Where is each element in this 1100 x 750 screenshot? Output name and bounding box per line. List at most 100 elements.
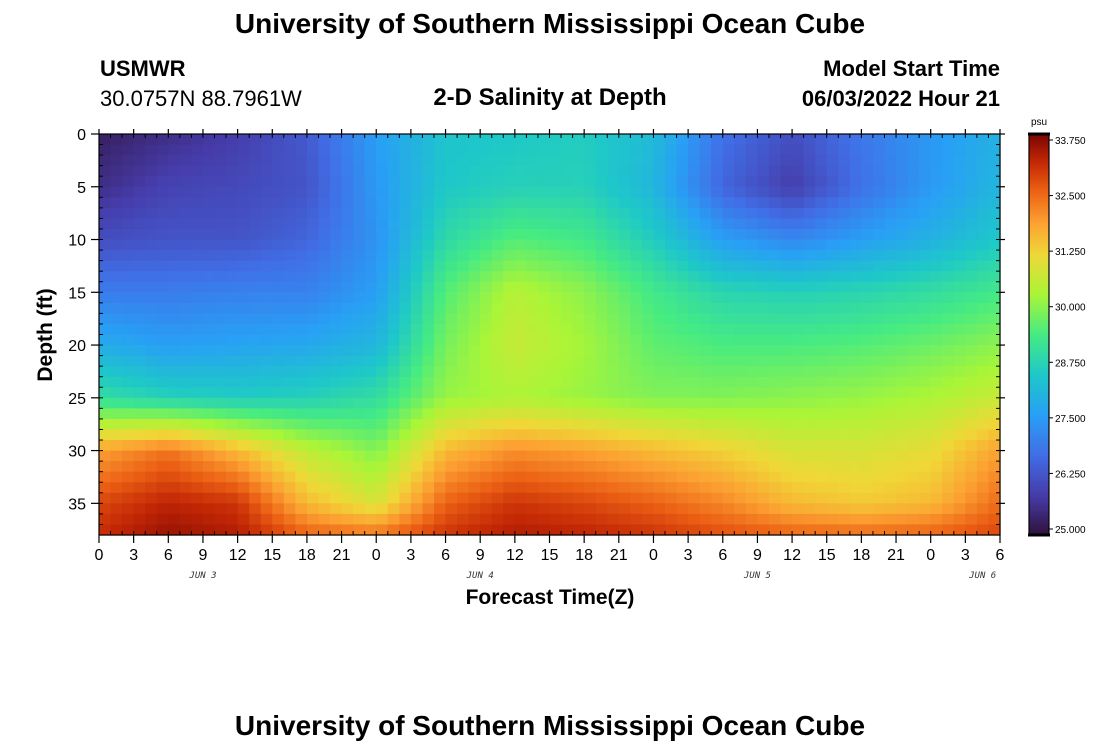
heatmap-cell <box>526 397 539 409</box>
heatmap-cell <box>792 155 805 167</box>
heatmap-cell <box>491 281 504 293</box>
heatmap-cell <box>122 207 135 220</box>
heatmap-cell <box>445 207 458 220</box>
heatmap-cell <box>260 408 273 420</box>
heatmap-cell <box>399 260 412 272</box>
heatmap-cell <box>872 313 886 325</box>
heatmap-cell <box>226 355 239 367</box>
heatmap-cell <box>433 250 447 262</box>
heatmap-cell <box>283 450 296 462</box>
heatmap-cell <box>156 482 169 494</box>
heatmap-cell <box>260 397 273 409</box>
heatmap-cell <box>306 492 320 504</box>
heatmap-cell <box>676 292 689 304</box>
heatmap-cell <box>595 302 608 314</box>
heatmap-cell <box>156 429 169 441</box>
heatmap-cell <box>618 355 631 367</box>
colorbar-segment <box>1029 377 1049 381</box>
heatmap-cell <box>745 524 759 536</box>
heatmap-cell <box>122 165 135 177</box>
heatmap-cell <box>942 302 955 314</box>
colorbar-segment <box>1029 199 1049 203</box>
heatmap-cell <box>896 165 909 177</box>
heatmap-cell <box>133 197 146 209</box>
heatmap-cell <box>607 186 620 198</box>
colorbar-segment <box>1029 477 1049 481</box>
heatmap-cell <box>618 334 631 346</box>
colorbar-segment <box>1029 186 1049 190</box>
heatmap-cell <box>768 271 782 283</box>
heatmap-cell <box>872 513 886 526</box>
heatmap-cell <box>688 471 701 483</box>
heatmap-cell <box>237 376 250 388</box>
heatmap-cell <box>572 313 585 325</box>
heatmap-cell <box>792 239 805 251</box>
heatmap-cell <box>688 197 701 209</box>
heatmap-cell <box>191 218 204 230</box>
heatmap-cell <box>99 440 112 452</box>
heatmap-cell <box>341 524 354 536</box>
heatmap-cell <box>179 260 193 272</box>
heatmap-cell <box>410 397 424 409</box>
heatmap-cell <box>688 292 701 304</box>
heatmap-cell <box>653 513 666 526</box>
heatmap-cell <box>688 239 701 251</box>
heatmap-cell <box>653 524 666 536</box>
heatmap-cell <box>156 503 169 515</box>
heatmap-cell <box>676 503 689 515</box>
heatmap-cell <box>607 250 620 262</box>
heatmap-cell <box>630 197 643 209</box>
heatmap-cell <box>734 144 747 156</box>
heatmap-cell <box>792 197 805 209</box>
heatmap-cell <box>306 345 320 357</box>
heatmap-cell <box>399 376 412 388</box>
heatmap-cell <box>226 218 239 230</box>
heatmap-cell <box>468 450 481 462</box>
heatmap-cell <box>330 387 343 399</box>
heatmap-cell <box>318 250 331 262</box>
heatmap-cell <box>318 176 331 188</box>
heatmap-cell <box>930 313 943 325</box>
heatmap-cell <box>838 207 851 220</box>
heatmap-cell <box>330 186 343 198</box>
heatmap-cell <box>422 524 435 536</box>
heatmap-cell <box>295 345 308 357</box>
heatmap-cell <box>676 239 689 251</box>
heatmap-cell <box>584 408 597 420</box>
heatmap-cell <box>168 408 181 420</box>
heatmap-cell <box>376 387 389 399</box>
heatmap-cell <box>306 503 320 515</box>
heatmap-cell <box>399 239 412 251</box>
heatmap-cell <box>526 134 539 146</box>
heatmap-cell <box>641 418 655 431</box>
heatmap-cell <box>260 387 273 399</box>
heatmap-cell <box>595 155 608 167</box>
heatmap-cell <box>237 239 250 251</box>
heatmap-cell <box>260 334 273 346</box>
heatmap-cell <box>122 397 135 409</box>
heatmap-cell <box>745 302 759 314</box>
heatmap-cell <box>179 165 193 177</box>
colorbar-segment <box>1029 499 1049 504</box>
heatmap-cell <box>734 155 747 167</box>
heatmap-cell <box>815 429 828 441</box>
heatmap-cell <box>653 408 666 420</box>
heatmap-cell <box>653 144 666 156</box>
heatmap-cell <box>514 323 527 336</box>
heatmap-cell <box>341 366 354 378</box>
heatmap-cell <box>561 471 574 483</box>
heatmap-cell <box>110 260 123 272</box>
heatmap-cell <box>433 281 447 293</box>
heatmap-cell <box>480 503 493 515</box>
x-tick-label: 21 <box>610 547 628 564</box>
heatmap-cell <box>595 450 608 462</box>
heatmap-cell <box>295 271 308 283</box>
heatmap-cell <box>364 302 377 314</box>
heatmap-cell <box>110 334 123 346</box>
heatmap-cell <box>780 429 793 441</box>
heatmap-cell <box>133 218 146 230</box>
heatmap-cell <box>896 134 909 146</box>
heatmap-cell <box>803 155 816 167</box>
heatmap-cell <box>768 281 782 293</box>
heatmap-cell <box>422 134 435 146</box>
